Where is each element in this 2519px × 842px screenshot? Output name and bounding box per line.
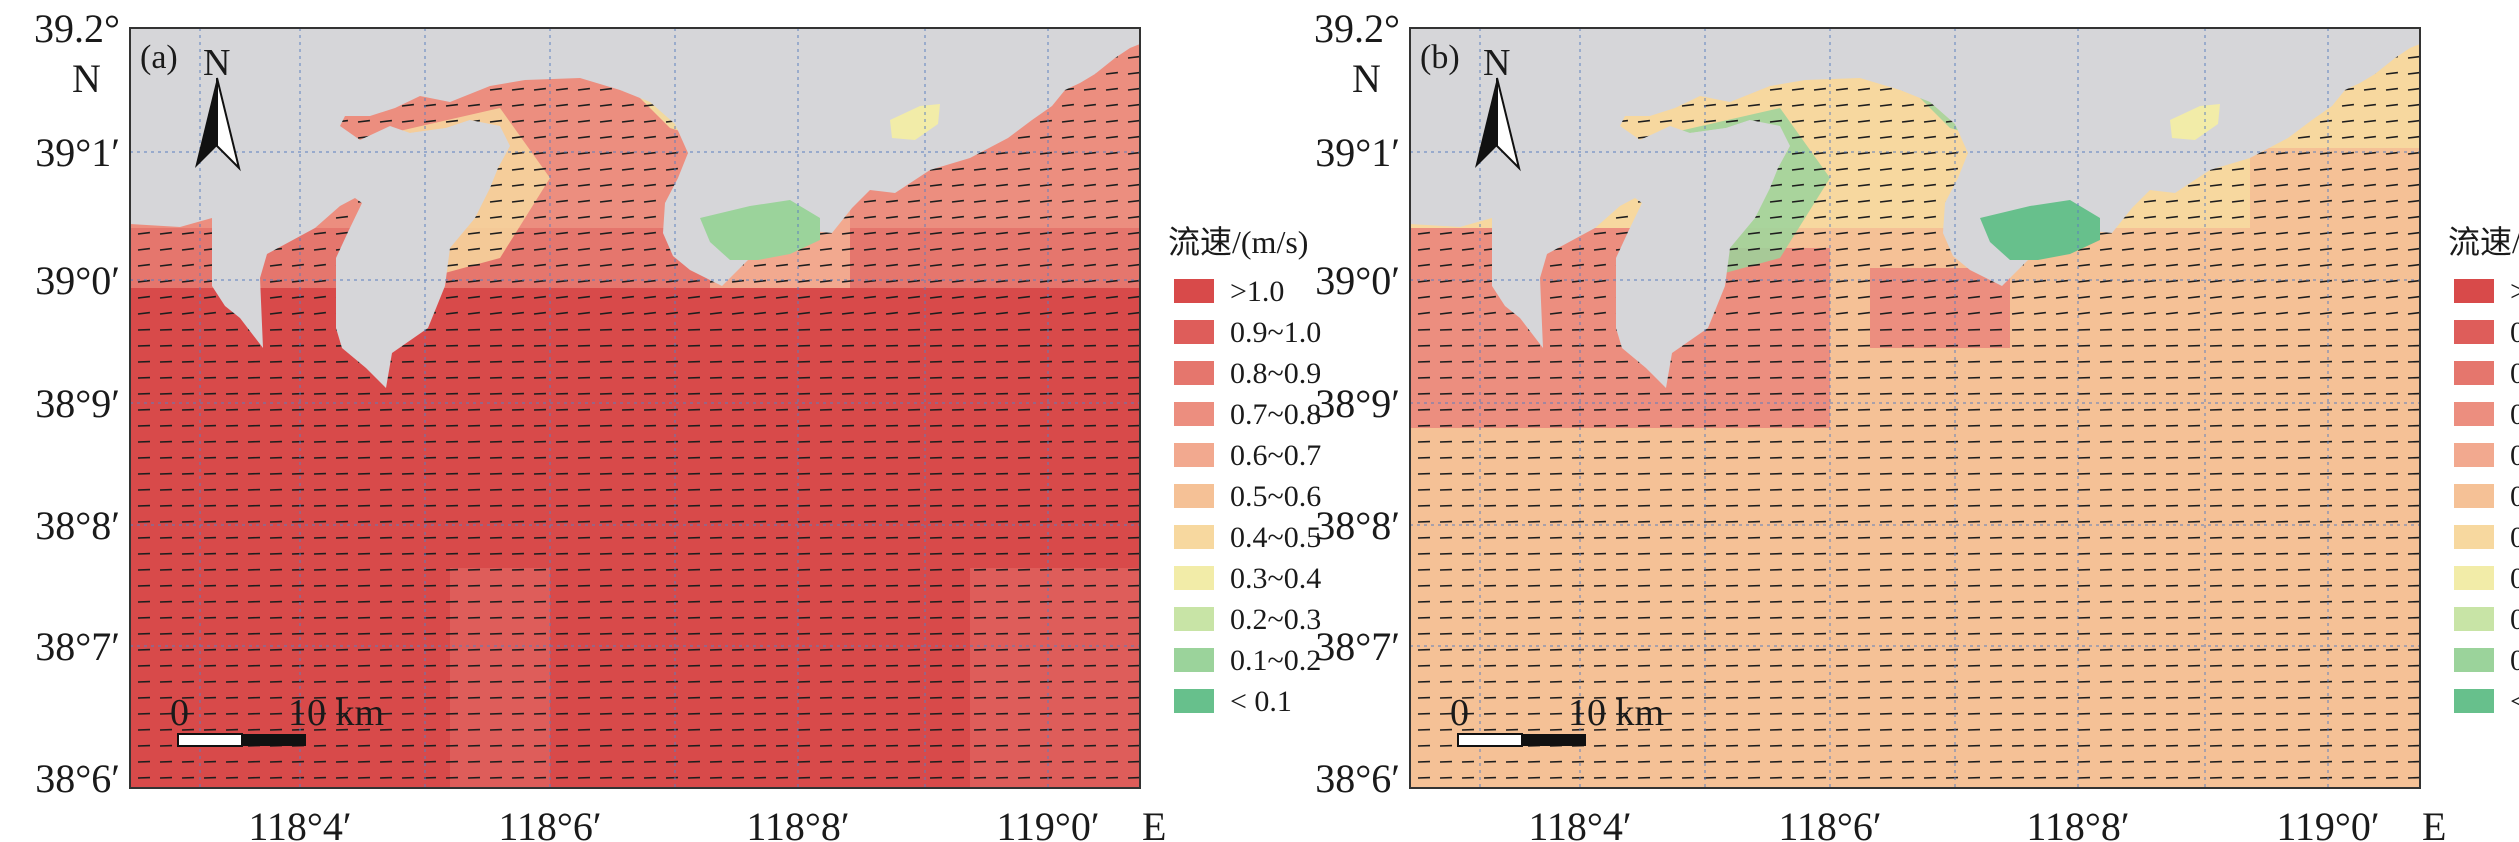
legend-item-label: 0.3~0.4 — [1230, 562, 1321, 595]
legend-swatch — [1174, 689, 1214, 713]
legend-swatch — [2454, 566, 2494, 590]
lat-tick-label: 39°1′ — [1315, 130, 1400, 175]
legend-swatch — [1174, 566, 1214, 590]
lon-tick-label: 118°4′ — [1528, 804, 1631, 842]
legend-swatch — [2454, 689, 2494, 713]
scale-bar: 0 10 km — [1450, 692, 1664, 747]
north-arrow-icon — [1475, 77, 1521, 172]
legend-swatch — [2454, 648, 2494, 672]
lat-tick-label: 39.2° — [1314, 6, 1400, 51]
legend-swatch — [1174, 402, 1214, 426]
lon-tick-label: 118°6′ — [1778, 804, 1881, 842]
lat-tick-label: 38°9′ — [1315, 381, 1400, 426]
scale-end-label: 10 km — [288, 692, 384, 734]
lat-tick-label: 38°6′ — [1315, 756, 1400, 801]
legend-item-label: 0.2~0.3 — [2510, 603, 2519, 636]
legend-item-label: < 0.1 — [2510, 685, 2519, 718]
legend-item-label: >1.0 — [1230, 275, 1284, 308]
legend-item-label: 0.7~0.8 — [1230, 398, 1321, 431]
legend-item-label: 0.8~0.9 — [2510, 357, 2519, 390]
legend-swatch — [2454, 279, 2494, 303]
legend-item-label: 0.8~0.9 — [1230, 357, 1321, 390]
lon-tick-label: 118°8′ — [746, 804, 849, 842]
lat-tick-label: 38°8′ — [1315, 503, 1400, 548]
north-label: N — [203, 42, 230, 84]
scale-zero-label: 0 — [170, 692, 189, 734]
legend-item-label: 0.6~0.7 — [2510, 439, 2519, 472]
legend-item-label: 0.6~0.7 — [1230, 439, 1321, 472]
lat-tick-label: 38°9′ — [35, 381, 120, 426]
legend-title: 流速/(m/s) — [2448, 224, 2519, 260]
lat-tick-label: 39°0′ — [35, 258, 120, 303]
legend-item-label: 0.4~0.5 — [1230, 521, 1321, 554]
panel-label: (a) — [140, 39, 178, 76]
legend-swatch — [1174, 361, 1214, 385]
panel-a: (a) N 0 10 km 39.2° 39°1′ 39°0′ 38°9′ 38°8′ 38°7′… — [34, 6, 1321, 842]
lat-tick-label: 39.2° — [34, 6, 120, 51]
legend-swatch — [1174, 607, 1214, 631]
panel-b: (b) N 0 10 km 39.2° 39°1′ 39°0′ 38°9′ 38°8′ 38°7′… — [1314, 6, 2519, 842]
legend-item-label: 0.3~0.4 — [2510, 562, 2519, 595]
legend-item-label: 0.1~0.2 — [2510, 644, 2519, 677]
lat-tick-label: 38°7′ — [1315, 624, 1400, 669]
legend-swatch — [1174, 484, 1214, 508]
legend-swatch — [2454, 320, 2494, 344]
graticule — [1410, 28, 2420, 788]
legend-item-label: 0.9~1.0 — [2510, 316, 2519, 349]
map-frame — [1409, 27, 2421, 789]
scale-bar: 0 10 km — [170, 692, 384, 747]
legend-swatch — [2454, 361, 2494, 385]
legend-item-label: 0.5~0.6 — [1230, 480, 1321, 513]
lon-suffix-e: E — [2422, 804, 2446, 842]
legend-swatch — [1174, 443, 1214, 467]
scale-zero-label: 0 — [1450, 692, 1469, 734]
legend-swatch — [2454, 525, 2494, 549]
legend-item-label: < 0.1 — [1230, 685, 1292, 718]
legend-swatch — [1174, 525, 1214, 549]
legend-swatch — [2454, 443, 2494, 467]
legend-item-label: 0.2~0.3 — [1230, 603, 1321, 636]
legend-item-label: 0.4~0.5 — [2510, 521, 2519, 554]
north-label: N — [1483, 42, 1510, 84]
lon-suffix-e: E — [1142, 804, 1166, 842]
lat-suffix-n: N — [72, 56, 101, 101]
north-arrow-icon — [195, 77, 241, 172]
lon-tick-label: 118°4′ — [248, 804, 351, 842]
lon-tick-label: 119°0′ — [996, 804, 1099, 842]
legend-item-label: 0.9~1.0 — [1230, 316, 1321, 349]
legend: 流速/(m/s) >1.0 0.9~1.0 0.8~0.9 0.7~0.8 0.6~0.7… — [1168, 224, 1321, 718]
legend-swatch — [2454, 402, 2494, 426]
legend-item-label: > 1.0 — [2510, 275, 2519, 308]
lon-tick-label: 118°6′ — [498, 804, 601, 842]
legend-swatch — [1174, 320, 1214, 344]
legend-swatch — [2454, 484, 2494, 508]
legend-swatch — [2454, 607, 2494, 631]
lat-tick-label: 38°7′ — [35, 624, 120, 669]
legend-item-label: 0.5~0.6 — [2510, 480, 2519, 513]
panel-label: (b) — [1420, 39, 1460, 76]
scale-end-label: 10 km — [1568, 692, 1664, 734]
map-frame — [129, 27, 1141, 789]
lon-tick-label: 118°8′ — [2026, 804, 2129, 842]
lat-tick-label: 39°1′ — [35, 130, 120, 175]
legend: 流速/(m/s) > 1.0 0.9~1.0 0.8~0.9 0.7~0.8 0.6~0.… — [2448, 224, 2519, 718]
legend-swatch — [1174, 279, 1214, 303]
lat-tick-label: 39°0′ — [1315, 258, 1400, 303]
legend-item-label: 0.7~0.8 — [2510, 398, 2519, 431]
legend-title: 流速/(m/s) — [1168, 224, 1308, 260]
lat-suffix-n: N — [1352, 56, 1381, 101]
legend-item-label: 0.1~0.2 — [1230, 644, 1321, 677]
legend-swatch — [1174, 648, 1214, 672]
lon-tick-label: 119°0′ — [2276, 804, 2379, 842]
lat-tick-label: 38°8′ — [35, 503, 120, 548]
lat-tick-label: 38°6′ — [35, 756, 120, 801]
